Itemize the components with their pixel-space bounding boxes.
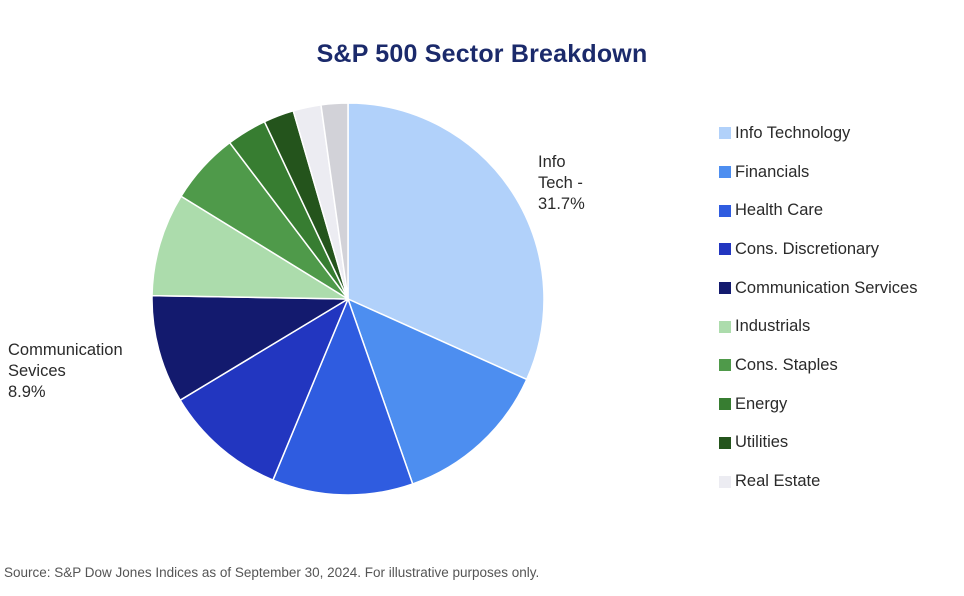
- legend-swatch: [719, 475, 731, 488]
- legend-item: Cons. Discretionary: [719, 230, 917, 269]
- legend-label: Health Care: [735, 201, 824, 220]
- chart-title: S&P 500 Sector Breakdown: [316, 40, 648, 68]
- pie-slice-info-technology: [347, 102, 545, 381]
- legend-swatch: [719, 436, 731, 449]
- legend-item: Real Estate: [719, 462, 917, 501]
- legend-label: Real Estate: [735, 472, 821, 491]
- communication-callout: Communication Sevices 8.9%: [8, 340, 123, 403]
- legend-swatch: [719, 359, 731, 372]
- legend-label: Cons. Staples: [735, 355, 838, 374]
- communication-callout-line: 8.9%: [8, 383, 46, 401]
- legend-swatch: [719, 398, 731, 411]
- communication-callout-line: Communication: [8, 341, 123, 359]
- legend-item: Info Technology: [719, 114, 917, 153]
- infotech-callout-line: 31.7%: [538, 195, 585, 213]
- legend-label: Communication Services: [735, 278, 918, 297]
- legend-item: Financials: [719, 153, 917, 192]
- legend-label: Financials: [735, 162, 810, 181]
- legend-item: Health Care: [719, 191, 917, 230]
- infotech-callout-line: Info: [538, 153, 566, 171]
- legend-swatch: [719, 127, 731, 140]
- legend-item: Energy: [719, 385, 917, 424]
- pie-slice-cons-discretionary: [179, 298, 349, 481]
- legend-item: Industrials: [719, 307, 917, 346]
- legend-swatch: [719, 282, 731, 295]
- legend: Info Technology Financials Health Care Cons…: [719, 114, 917, 501]
- legend-label: Energy: [735, 394, 788, 413]
- legend-item: Cons. Staples: [719, 346, 917, 385]
- legend-item: Utilities: [719, 424, 917, 463]
- infotech-callout-line: Tech -: [538, 174, 583, 192]
- legend-swatch: [719, 243, 731, 256]
- pie-slice-industrials: [151, 195, 349, 300]
- pie-slice-financials: [347, 298, 528, 485]
- pie-slice-health-care: [272, 298, 414, 496]
- pie-slice-communication-services: [151, 294, 349, 401]
- legend-swatch: [719, 166, 731, 179]
- legend-label: Industrials: [735, 317, 811, 336]
- legend-label: Cons. Discretionary: [735, 239, 879, 258]
- source-note: Source: S&P Dow Jones Indices as of Sept…: [4, 565, 540, 580]
- legend-label: Utilities: [735, 433, 789, 452]
- infotech-callout: Info Tech - 31.7%: [538, 152, 585, 215]
- legend-item: Communication Services: [719, 269, 917, 308]
- pie-slice-unlabeled-10: [320, 102, 349, 300]
- communication-callout-line: Sevices: [8, 362, 66, 380]
- legend-swatch: [719, 320, 731, 333]
- legend-swatch: [719, 204, 731, 217]
- legend-label: Info Technology: [735, 123, 851, 142]
